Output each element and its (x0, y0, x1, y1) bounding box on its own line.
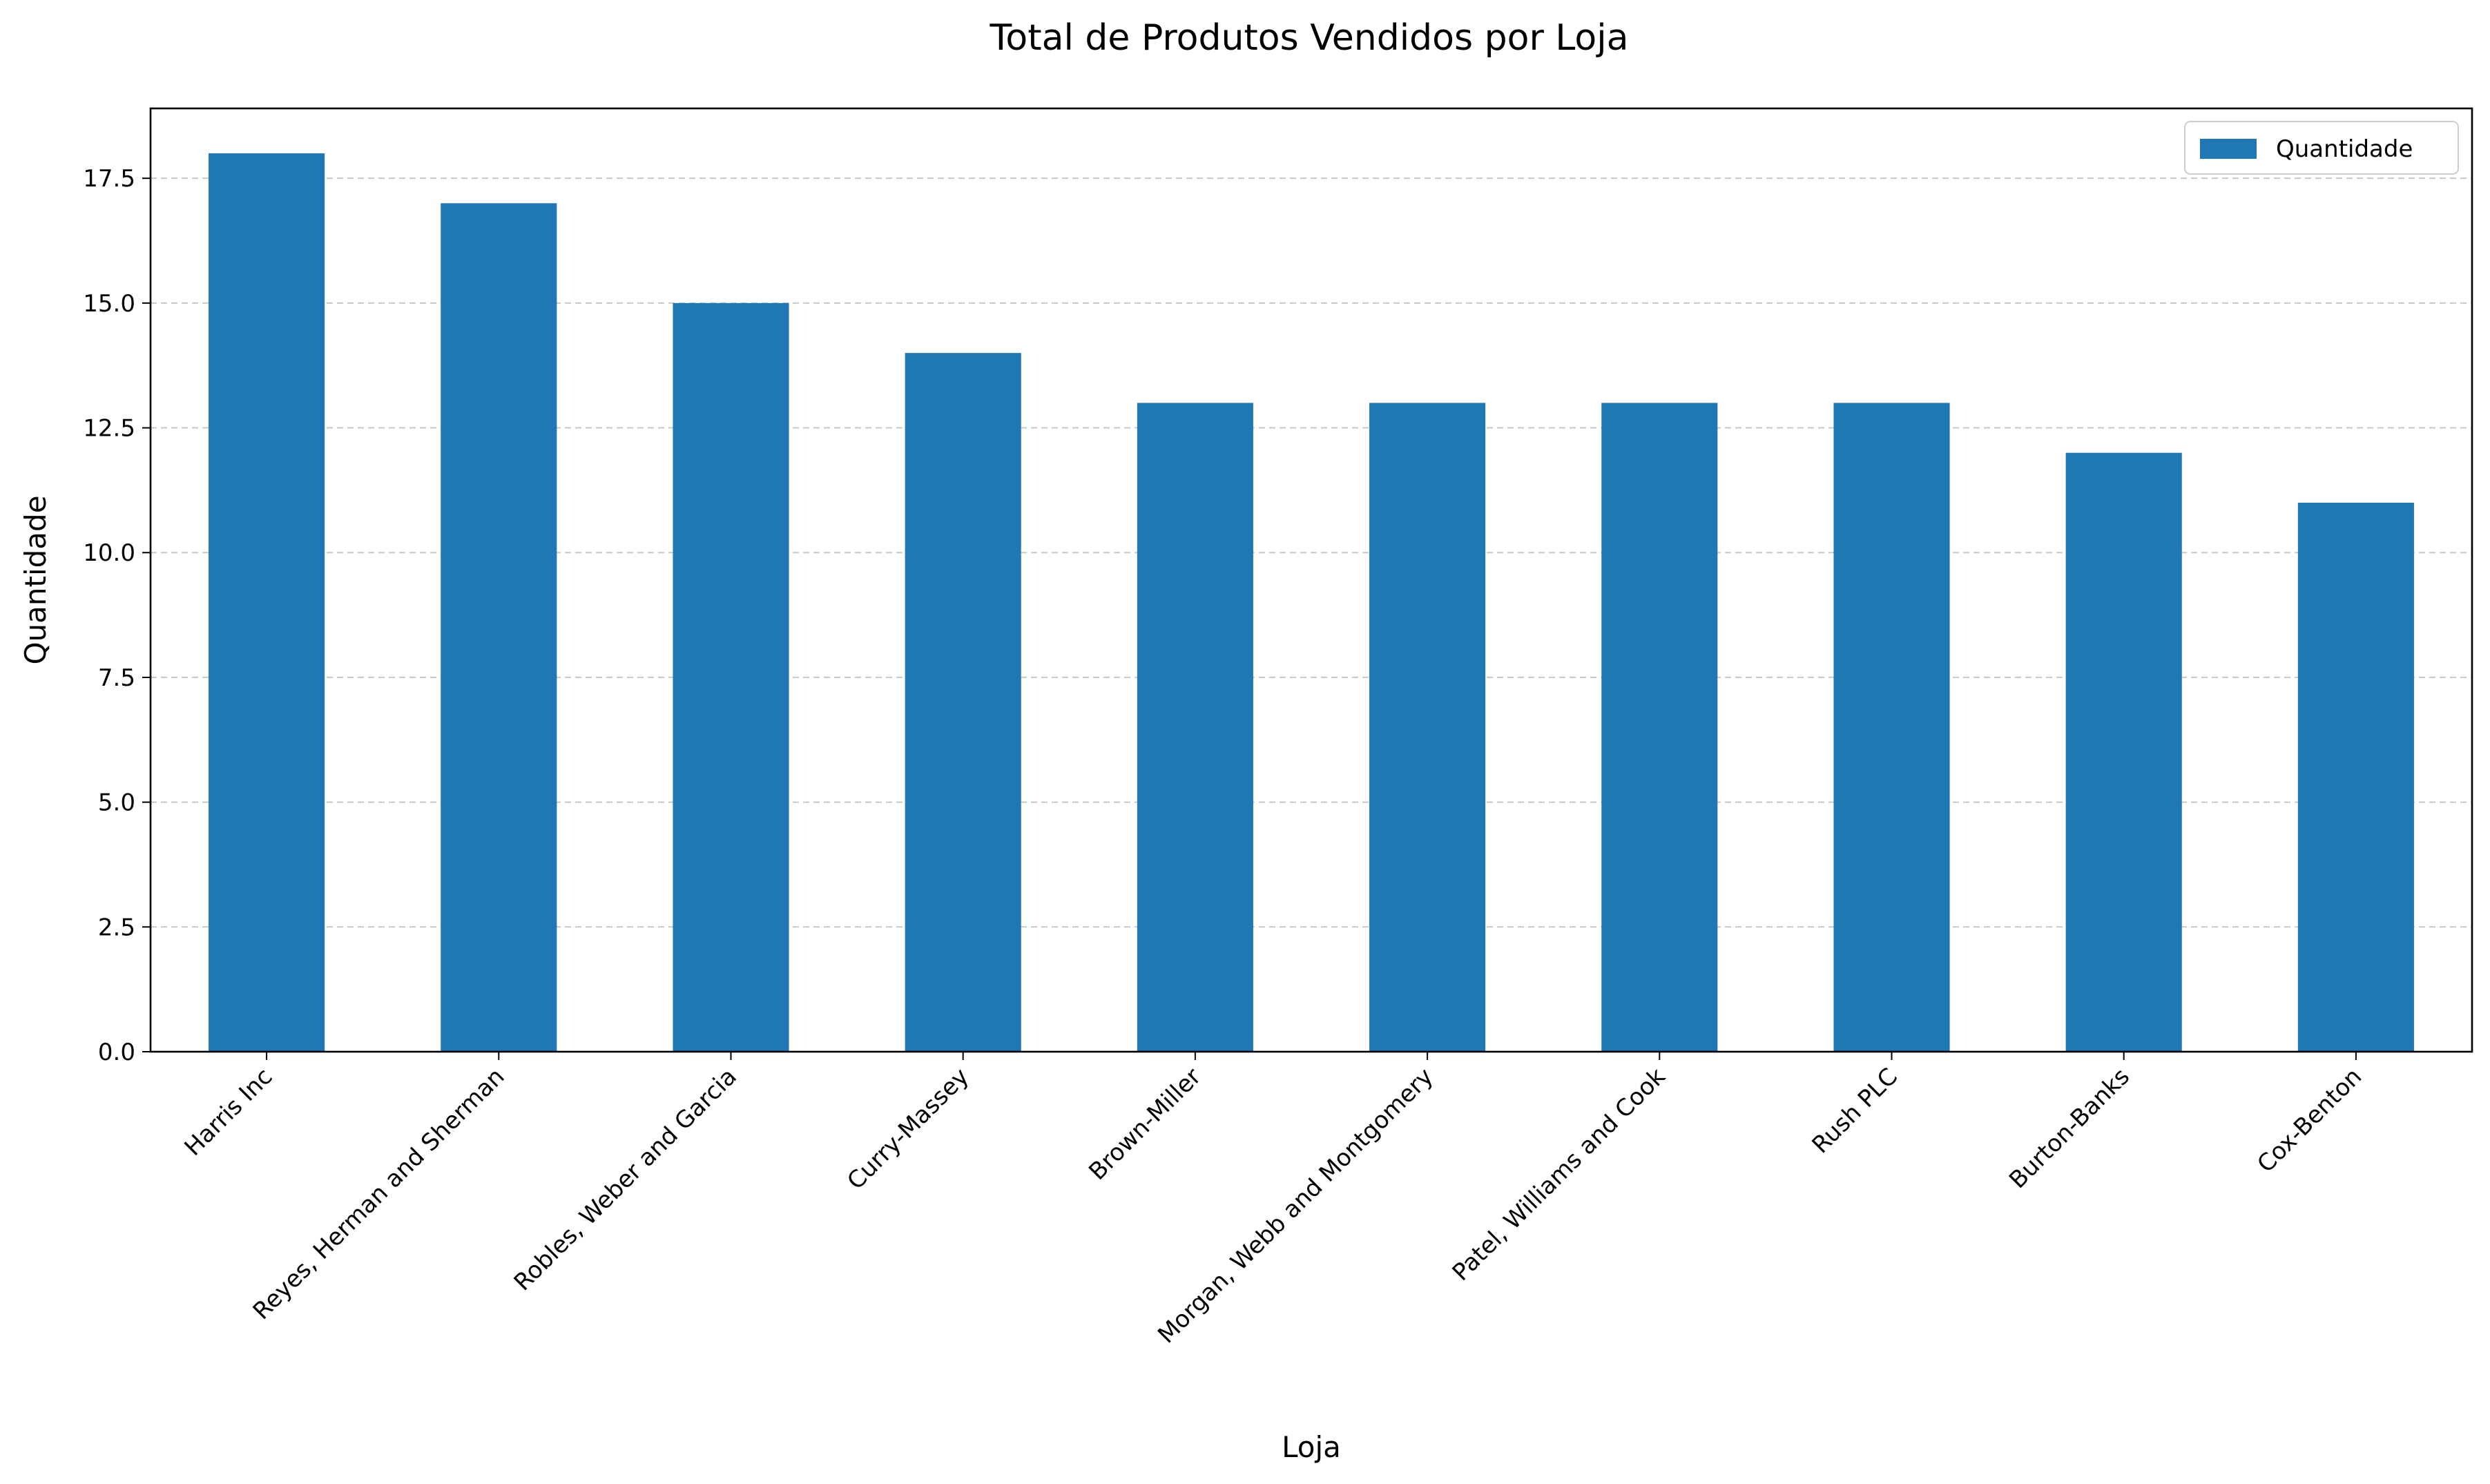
x-tick-label: Morgan, Webb and Montgomery (1152, 1063, 1438, 1349)
chart-title: Total de Produtos Vendidos por Loja (989, 17, 1628, 59)
y-tick-label: 5.0 (98, 789, 135, 817)
x-tick-label: Burton-Banks (2004, 1063, 2135, 1194)
bar (905, 353, 1021, 1052)
x-tick-label: Brown-Miller (1083, 1063, 1206, 1186)
x-axis-label: Loja (1282, 1430, 1341, 1464)
bar (1601, 403, 1718, 1052)
x-tick-label: Curry-Massey (842, 1063, 974, 1195)
y-tick-label: 12.5 (83, 415, 135, 443)
plot-area-frame (149, 107, 2473, 1053)
y-tick-label: 2.5 (98, 914, 135, 941)
x-tick-label: Harris Inc (180, 1063, 278, 1162)
bar (209, 153, 325, 1052)
y-tick-label: 7.5 (98, 664, 135, 692)
bar (1369, 403, 1486, 1052)
y-tick-label: 17.5 (83, 165, 135, 193)
legend-frame (2184, 121, 2459, 175)
bar (1137, 403, 1253, 1052)
y-tick-label: 10.0 (83, 539, 135, 567)
y-tick-label: 15.0 (83, 290, 135, 318)
x-tick-label: Cox-Benton (2252, 1063, 2367, 1178)
x-tick-label: Reyes, Herman and Sherman (248, 1063, 510, 1325)
bar (1833, 403, 1950, 1052)
bar (441, 203, 557, 1052)
y-axis-ticks: 0.0 2.5 5.0 7.5 10.0 12.5 15.0 17.5 (83, 165, 151, 1066)
bars (209, 153, 2414, 1052)
bar (673, 302, 789, 1052)
y-axis-label: Quantidade (19, 495, 52, 664)
x-tick-label: Patel, Williams and Cook (1447, 1063, 1671, 1287)
x-tick-label: Rush PLC (1807, 1063, 1903, 1159)
legend-entry-label: Quantidade (2276, 135, 2413, 163)
legend: Quantidade (2184, 121, 2459, 175)
x-tick-label: Robles, Weber and Garcia (509, 1063, 742, 1296)
bar (2065, 452, 2182, 1052)
legend-swatch (2200, 139, 2257, 159)
y-tick-label: 0.0 (98, 1039, 135, 1066)
bar (2297, 502, 2414, 1052)
